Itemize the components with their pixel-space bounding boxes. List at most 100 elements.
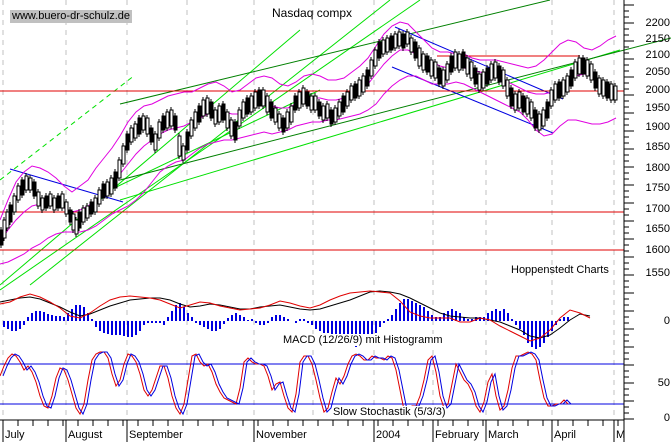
candle-body <box>497 65 502 83</box>
candle-body <box>573 61 578 79</box>
candle-body <box>105 181 110 197</box>
stoch-d-line <box>2 351 572 416</box>
candle-body <box>613 85 618 101</box>
candle-body <box>505 79 510 97</box>
candle-body <box>253 91 258 109</box>
candle-body <box>565 75 570 93</box>
candle-body <box>56 195 61 209</box>
macd-label: MACD (12/26/9) mit Histogramm <box>283 334 443 346</box>
candle-body <box>365 69 370 87</box>
candle-body <box>249 95 254 113</box>
candle-body <box>233 121 238 141</box>
candle-body <box>553 83 558 101</box>
candle-body <box>185 131 190 151</box>
y-tick-label: 1950 <box>645 102 670 114</box>
candle-body <box>181 145 186 161</box>
candle-body <box>193 111 198 129</box>
candle-body <box>381 39 386 55</box>
candle-body <box>481 71 486 89</box>
candle-body <box>141 115 146 131</box>
candle-body <box>20 179 25 196</box>
candle-body <box>581 57 586 75</box>
y-tick-label: 1900 <box>645 121 670 133</box>
trendline-light <box>0 0 421 291</box>
candle-body <box>245 97 250 115</box>
candle-body <box>109 177 114 195</box>
candle-body <box>165 111 170 129</box>
candle-body <box>333 107 338 123</box>
candle-body <box>417 47 422 67</box>
candle-body <box>93 197 98 213</box>
trendline-light <box>119 49 621 201</box>
candle-body <box>413 41 418 59</box>
candle-body <box>205 97 210 115</box>
candle-body <box>97 189 102 205</box>
candle-body <box>321 105 326 121</box>
y-tick-label: 1550 <box>645 267 670 279</box>
x-tick-label: September <box>129 429 183 441</box>
candle-body <box>501 69 506 87</box>
x-tick-label: August <box>68 429 103 441</box>
candle-body <box>325 103 330 119</box>
stochastic-label: Slow Stochastik (5/3/3) <box>333 406 446 418</box>
candle-body <box>149 127 154 143</box>
candle-body <box>369 59 374 77</box>
candle-body <box>209 101 214 119</box>
candle-body <box>525 97 530 115</box>
candle-body <box>101 183 106 199</box>
candle-body <box>485 67 490 85</box>
candle-body <box>513 93 518 111</box>
candle-body <box>285 111 290 129</box>
candle-body <box>173 115 178 131</box>
candle-body <box>597 77 602 95</box>
candle-body <box>545 101 550 119</box>
candle-body <box>557 81 562 99</box>
y-tick-label: 1850 <box>645 141 670 153</box>
candle-body <box>121 145 126 165</box>
trendline-light <box>109 89 321 191</box>
candle-body <box>345 91 350 107</box>
candle-body <box>2 219 7 239</box>
y-tick-label: 1700 <box>645 203 670 215</box>
candle-body <box>225 111 230 129</box>
candle-body <box>273 107 278 123</box>
y-tick-label: 2150 <box>645 33 670 45</box>
candle-body <box>293 95 298 111</box>
candle-body <box>221 103 226 121</box>
candle-body <box>277 113 282 129</box>
x-tick-label: November <box>256 429 307 441</box>
candle-body <box>60 193 65 209</box>
candle-body <box>157 121 162 139</box>
candle-body <box>353 83 358 99</box>
candle-body <box>541 109 546 127</box>
candle-body <box>28 177 33 191</box>
candle-body <box>489 63 494 81</box>
candle-body <box>301 87 306 105</box>
candle-body <box>237 109 242 127</box>
candle-body <box>609 83 614 101</box>
candle-body <box>289 105 294 123</box>
candle-body <box>337 101 342 117</box>
bollinger-upper <box>0 21 617 221</box>
candle-body <box>493 61 498 79</box>
y-tick-label: 2000 <box>645 84 670 96</box>
candle-body <box>517 91 522 109</box>
y-tick-label: 1800 <box>645 162 670 174</box>
candle-body <box>593 71 598 89</box>
candle-body <box>169 109 174 127</box>
candle-body <box>16 185 21 201</box>
candle-body <box>309 95 314 111</box>
candle-body <box>389 35 394 51</box>
candle-body <box>313 95 318 111</box>
candle-body <box>401 33 406 49</box>
candle-body <box>161 115 166 131</box>
candle-body <box>569 69 574 87</box>
candle-body <box>12 195 17 213</box>
candle-body <box>433 61 438 79</box>
x-tick-label: March <box>488 429 519 441</box>
chart-title: Nasdaq compx <box>272 6 353 20</box>
candle-body <box>44 195 49 209</box>
x-tick-label: 2004 <box>376 429 401 441</box>
candle-body <box>64 201 69 215</box>
